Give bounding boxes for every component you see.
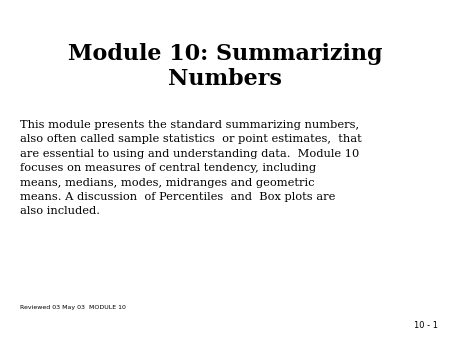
Text: Module 10: Summarizing
Numbers: Module 10: Summarizing Numbers xyxy=(68,43,382,90)
Text: 10 - 1: 10 - 1 xyxy=(414,321,438,330)
Text: Reviewed 03 May 03  MODULE 10: Reviewed 03 May 03 MODULE 10 xyxy=(20,305,126,310)
Text: This module presents the standard summarizing numbers,
also often called sample : This module presents the standard summar… xyxy=(20,120,362,216)
